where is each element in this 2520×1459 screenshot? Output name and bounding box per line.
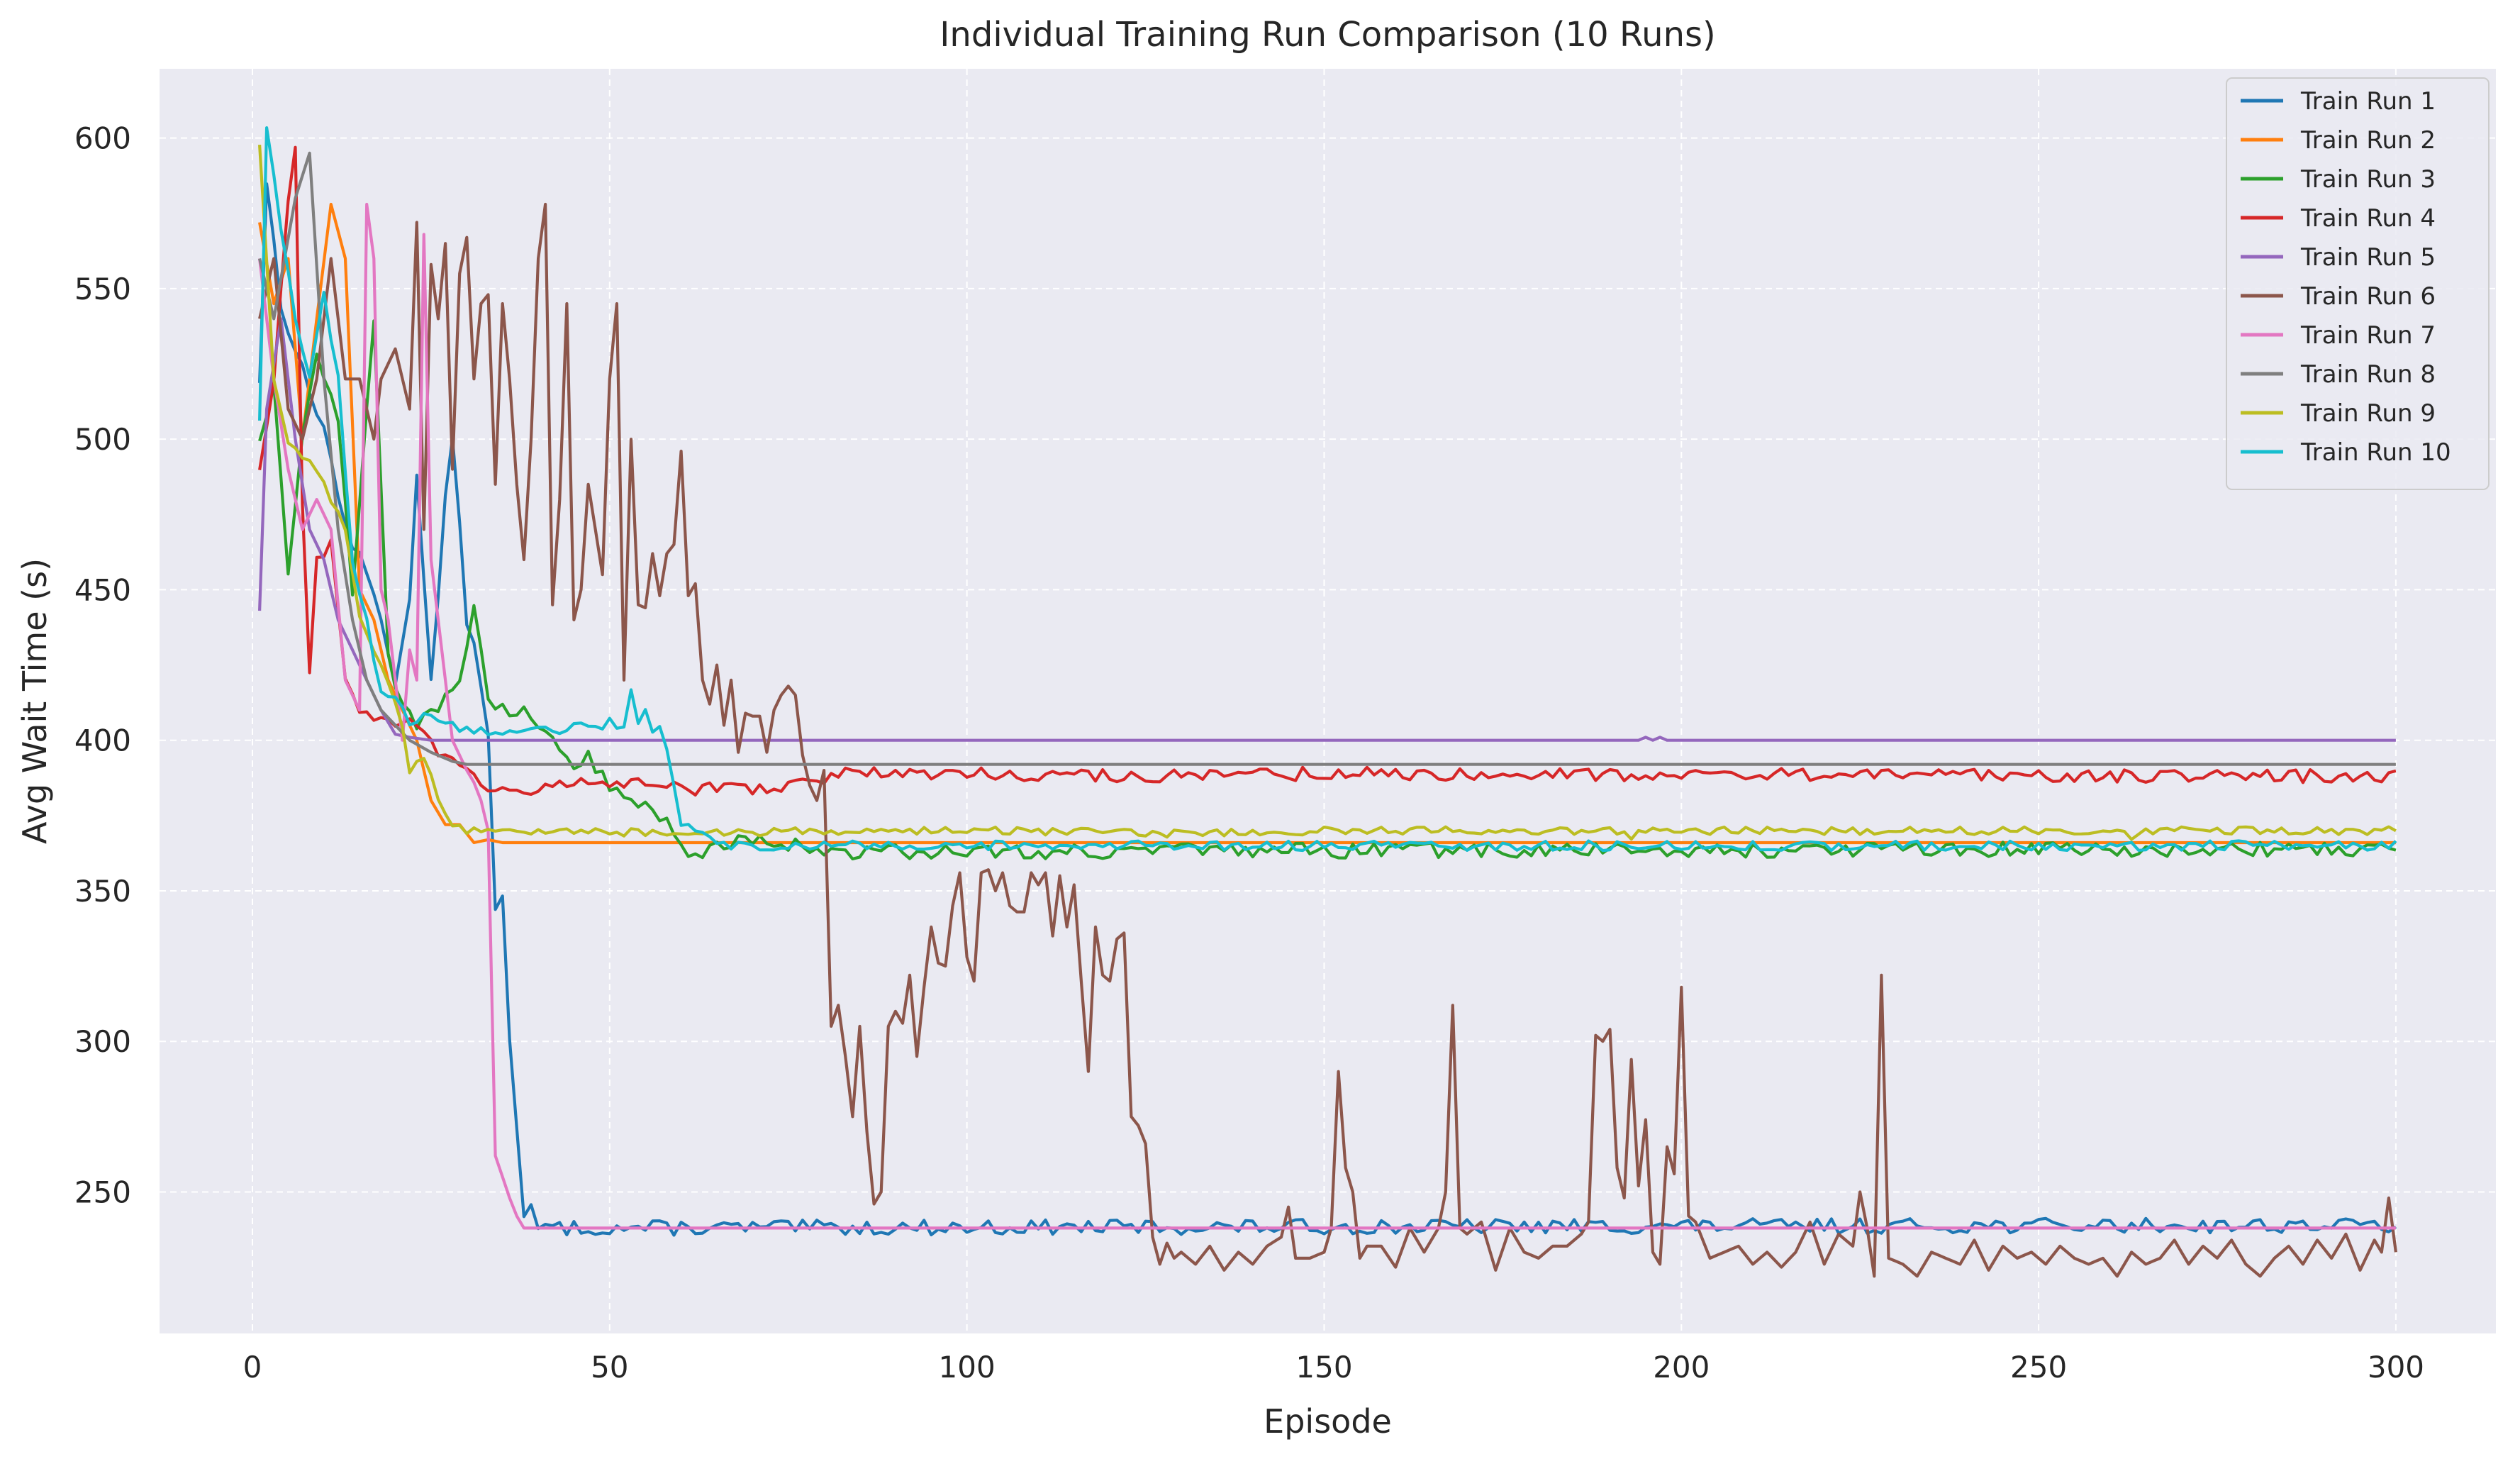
legend-label: Train Run 3 <box>2300 165 2436 194</box>
series-line <box>258 202 2397 1278</box>
legend-box <box>2226 77 2490 490</box>
chart-title: Individual Training Run Comparison (10 R… <box>940 15 1715 55</box>
series-line <box>258 151 2396 766</box>
x-tick-label: 200 <box>1653 1350 1710 1385</box>
x-tick-label: 250 <box>2010 1350 2067 1385</box>
y-tick-label: 250 <box>74 1175 131 1209</box>
y-tick-label: 500 <box>74 422 131 457</box>
series-line <box>258 145 2397 797</box>
x-tick-label: 100 <box>939 1350 996 1385</box>
y-axis-ticks: 250 300 350 400 450 500 550 600 <box>74 121 131 1210</box>
y-tick-label: 400 <box>74 723 131 758</box>
y-tick-label: 550 <box>74 272 131 306</box>
legend: Train Run 1 Train Run 2 Train Run 3 Train R… <box>2226 77 2490 490</box>
x-tick-label: 300 <box>2368 1350 2424 1385</box>
x-axis-ticks: 0 50 100 150 200 250 300 <box>243 1350 2424 1385</box>
y-axis-label: Avg Wait Time (s) <box>16 558 54 844</box>
y-tick-label: 350 <box>74 874 131 909</box>
series-line <box>258 317 2396 742</box>
x-tick-label: 50 <box>591 1350 628 1385</box>
series-line <box>258 144 2397 841</box>
x-tick-label: 150 <box>1295 1350 1352 1385</box>
legend-label: Train Run 2 <box>2300 126 2436 155</box>
series-lines <box>258 126 2397 1278</box>
legend-label: Train Run 6 <box>2300 282 2436 311</box>
x-axis-label: Episode <box>1264 1402 1392 1441</box>
x-tick-label: 0 <box>243 1350 262 1385</box>
plot-area <box>160 69 2496 1333</box>
series-line <box>258 319 2397 860</box>
legend-label: Train Run 9 <box>2300 399 2436 428</box>
legend-label: Train Run 1 <box>2300 87 2436 116</box>
legend-label: Train Run 5 <box>2300 243 2436 272</box>
legend-label: Train Run 10 <box>2300 438 2451 467</box>
y-tick-label: 300 <box>74 1024 131 1059</box>
y-tick-label: 450 <box>74 572 131 607</box>
y-tick-label: 600 <box>74 121 131 156</box>
legend-label: Train Run 4 <box>2300 204 2436 233</box>
legend-label: Train Run 8 <box>2300 360 2436 389</box>
series-line <box>258 202 2396 1230</box>
series-line <box>258 126 2397 853</box>
legend-label: Train Run 7 <box>2300 321 2436 350</box>
